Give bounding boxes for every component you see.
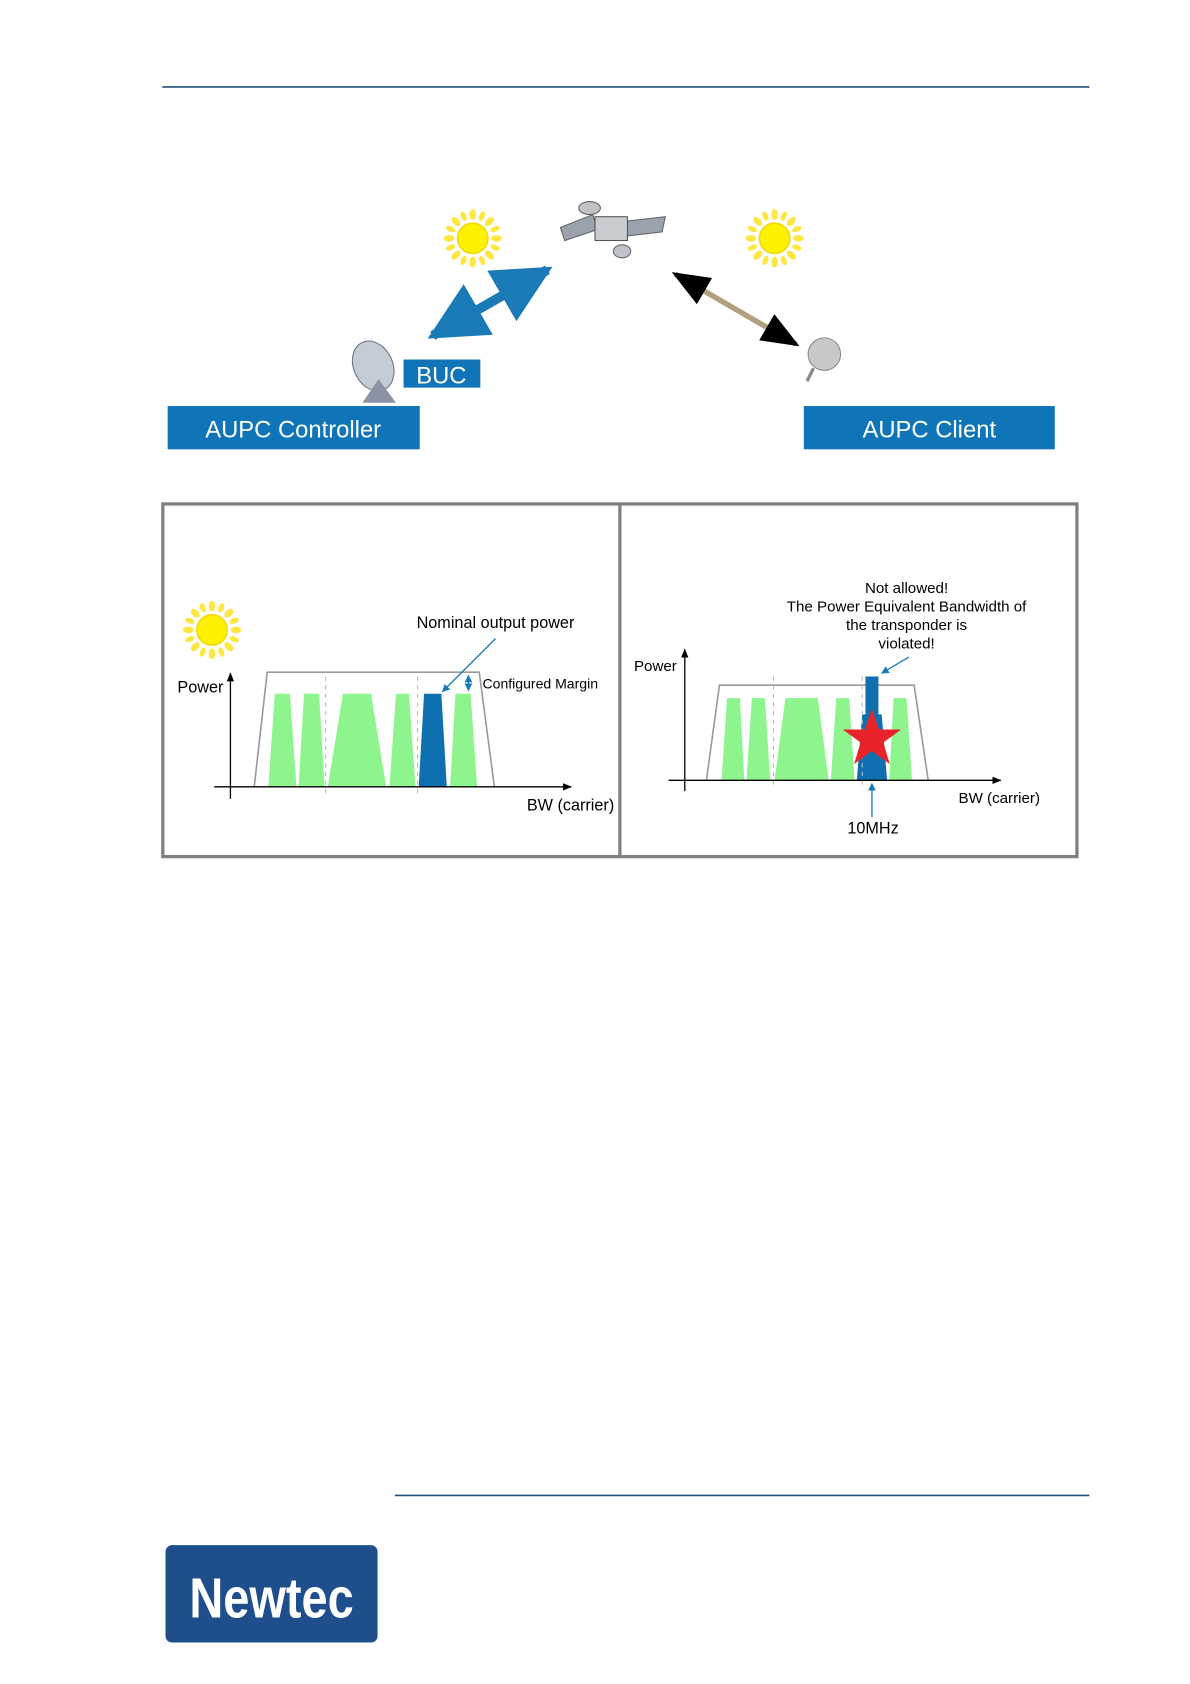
controller-label: AUPC Controller xyxy=(205,416,381,443)
satellite-icon xyxy=(559,201,667,259)
annotation-line: the transponder is xyxy=(846,617,968,634)
violation-star xyxy=(842,708,902,765)
client-label: AUPC Client xyxy=(862,416,996,443)
annotation-line: Not allowed! xyxy=(865,580,948,597)
controller-box xyxy=(167,406,420,450)
annotation-line: violated! xyxy=(878,635,934,652)
x-axis-label: BW (carrier) xyxy=(527,797,614,815)
right-spectrum-diagram: Power Not allowed! The Power Equivalent … xyxy=(634,580,1040,837)
carriers xyxy=(721,698,912,781)
client-link-arrow xyxy=(671,271,800,347)
sun-icon xyxy=(182,599,243,660)
own-carrier xyxy=(418,693,447,787)
annotation-line: The Power Equivalent Bandwidth of xyxy=(787,599,1027,616)
annotation: Nominal output power xyxy=(417,614,575,632)
carriers xyxy=(268,693,478,787)
sun-icon xyxy=(442,208,503,269)
satellite-diagram: BUC AUPC Controller AUPC Client xyxy=(167,201,1055,450)
bandwidth-label: 10MHz xyxy=(847,819,898,837)
y-axis-label: Power xyxy=(634,658,677,675)
controller-dish-icon xyxy=(351,340,396,403)
margin-label: Configured Margin xyxy=(482,675,598,691)
left-spectrum-diagram: Power Nominal output power Configured Ma… xyxy=(177,599,614,815)
logo-text: Newtec xyxy=(189,1567,353,1630)
client-dish-icon xyxy=(805,337,842,382)
sun-icon xyxy=(744,208,805,269)
envelope xyxy=(705,684,930,781)
client-box xyxy=(803,406,1055,450)
buc-label: BUC xyxy=(416,362,466,389)
uplink-arrow xyxy=(427,265,553,340)
envelope xyxy=(253,671,496,787)
logo-box xyxy=(165,1545,378,1643)
y-axis-label: Power xyxy=(177,679,224,697)
buc-box xyxy=(403,359,481,388)
x-axis-label: BW (carrier) xyxy=(958,790,1039,807)
